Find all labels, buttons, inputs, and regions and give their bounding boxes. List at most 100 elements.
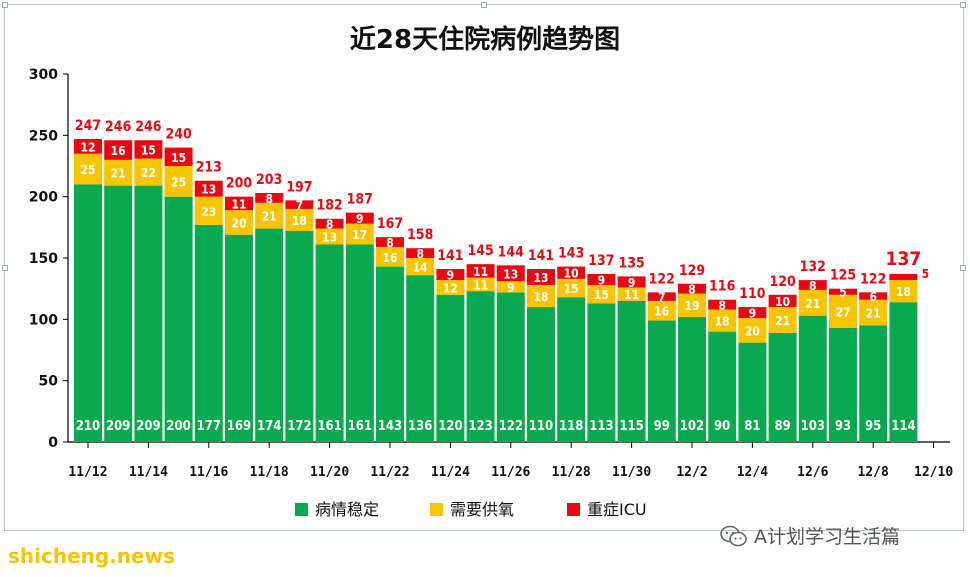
resize-handle-top[interactable] <box>481 2 487 8</box>
bar-segment <box>496 292 525 442</box>
bar-segment <box>829 288 857 295</box>
bar-value-label: 90 <box>714 419 730 434</box>
bar-segment <box>406 275 435 442</box>
bar-segment <box>768 307 797 333</box>
bar-segment <box>104 185 133 443</box>
bar-value-label: 99 <box>654 419 670 434</box>
bar-value-label: 110 <box>529 419 553 434</box>
bar-segment <box>527 307 555 442</box>
bar-value-label: 19 <box>684 299 699 313</box>
bar-stack: 81 20 9 110 <box>738 286 767 442</box>
bar-segment <box>255 228 284 442</box>
legend-label: 重症ICU <box>587 500 647 519</box>
bar-value-label: 161 <box>348 419 372 434</box>
bar-stack: 90 18 8 116 <box>708 279 737 442</box>
bar-value-label: 18 <box>533 290 548 304</box>
bar-value-label: 143 <box>378 419 402 434</box>
bar-value-label: 13 <box>503 267 518 281</box>
bar-stack: 93 27 5 125 <box>829 268 857 442</box>
bar-segment <box>406 248 435 258</box>
bar-segment <box>859 325 888 442</box>
bar-value-label: 103 <box>801 419 825 434</box>
bar-segment <box>74 153 102 185</box>
bar-total-label: 145 <box>467 243 493 259</box>
legend-swatch <box>430 503 443 516</box>
bar-value-label: 81 <box>744 419 760 434</box>
bar-segment <box>134 185 163 443</box>
bar-stack: 161 17 9 187 <box>345 192 374 442</box>
bar-segment <box>315 218 344 229</box>
bar-stack: 200 25 15 240 <box>164 127 193 442</box>
bar-segment <box>557 278 586 298</box>
bar-total-label: 110 <box>739 286 766 302</box>
bar-segment <box>617 276 646 288</box>
resize-handle-left[interactable] <box>2 265 8 271</box>
bar-value-label: 21 <box>111 167 126 181</box>
bar-total-label: 240 <box>165 127 192 143</box>
bar-value-label: 20 <box>231 216 246 230</box>
bar-segment <box>466 264 495 278</box>
bar-value-label: 11 <box>473 278 488 292</box>
bar-segment <box>617 287 646 301</box>
resize-handle-tl[interactable] <box>2 2 8 8</box>
bar-value-label: 95 <box>865 419 881 434</box>
bar-total-label: 182 <box>316 198 342 214</box>
x-tick-label: 11/14 <box>129 465 168 480</box>
bar-segment <box>194 224 223 442</box>
bar-total-label: 197 <box>286 179 312 195</box>
bar-value-label: 200 <box>166 419 190 434</box>
bar-total-label: 132 <box>800 259 826 275</box>
bar-segment <box>587 303 616 442</box>
resize-handle-right[interactable] <box>960 265 966 271</box>
bar-segment <box>436 294 465 442</box>
bar-value-label: 113 <box>589 419 613 434</box>
bar-total-label: 129 <box>679 263 705 279</box>
watermark-account-text: A计划学习生活篇 <box>754 526 900 548</box>
bar-value-label: 15 <box>564 282 579 296</box>
bar-value-label: 9 <box>447 269 455 283</box>
bar-value-label: 120 <box>438 419 462 434</box>
bar-segment <box>768 294 797 308</box>
bar-stack: 122 913 144 <box>496 244 525 442</box>
bar-segment <box>466 291 495 442</box>
bar-segment <box>647 320 676 442</box>
bar-segment <box>557 297 586 442</box>
bar-stack: 89 21 10 120 <box>768 274 797 442</box>
x-tick-label: 11/26 <box>491 465 530 480</box>
bar-segment <box>678 316 706 442</box>
bar-value-label: 174 <box>257 419 281 434</box>
bar-segment <box>194 180 223 197</box>
bar-value-label: 21 <box>866 307 881 321</box>
x-axis: 11/12 11/14 11/16 11/18 11/20 11/22 11/24 11/26… <box>68 441 953 480</box>
bar-segment <box>376 237 404 247</box>
bar-stack: 136 148 158 <box>406 227 435 442</box>
bar-segment <box>164 147 193 166</box>
resize-handle-tr[interactable] <box>960 2 966 8</box>
bar-value-label: 9 <box>598 273 606 287</box>
bar-value-label: 10 <box>564 267 579 281</box>
bar-segment <box>285 231 314 442</box>
bar-value-label: 18 <box>715 315 730 329</box>
bar-value-label: 14 <box>413 261 429 275</box>
y-tick-label: 250 <box>29 128 58 144</box>
bar-value-label: 15 <box>171 151 186 165</box>
x-tick-label: 11/16 <box>189 465 228 480</box>
bar-segment <box>104 140 133 160</box>
legend-label: 病情稳定 <box>315 500 379 519</box>
bar-value-label: 11 <box>231 197 246 211</box>
bar-value-label: 169 <box>227 419 251 434</box>
bar-total-label: 247 <box>75 118 101 134</box>
x-tick-label: 12/8 <box>858 465 889 480</box>
bar-segment <box>829 327 857 442</box>
bar-segment <box>617 300 646 442</box>
bar-value-label: 8 <box>326 218 334 232</box>
bar-value-label: 7 <box>658 291 666 305</box>
bar-segment <box>678 283 706 294</box>
watermark-site: shicheng.news <box>8 544 175 568</box>
x-tick-label: 11/28 <box>552 465 591 480</box>
bar-segment <box>738 307 767 319</box>
bar-total-label: 200 <box>226 176 253 192</box>
bar-value-label: 17 <box>352 228 367 242</box>
